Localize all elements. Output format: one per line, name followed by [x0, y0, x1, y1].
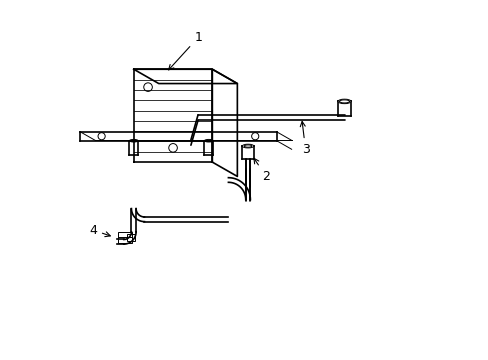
- Ellipse shape: [337, 99, 350, 104]
- Text: 1: 1: [168, 31, 202, 70]
- Text: 2: 2: [253, 158, 270, 183]
- Text: 4: 4: [89, 224, 110, 237]
- Text: 3: 3: [300, 121, 309, 156]
- Ellipse shape: [242, 144, 253, 148]
